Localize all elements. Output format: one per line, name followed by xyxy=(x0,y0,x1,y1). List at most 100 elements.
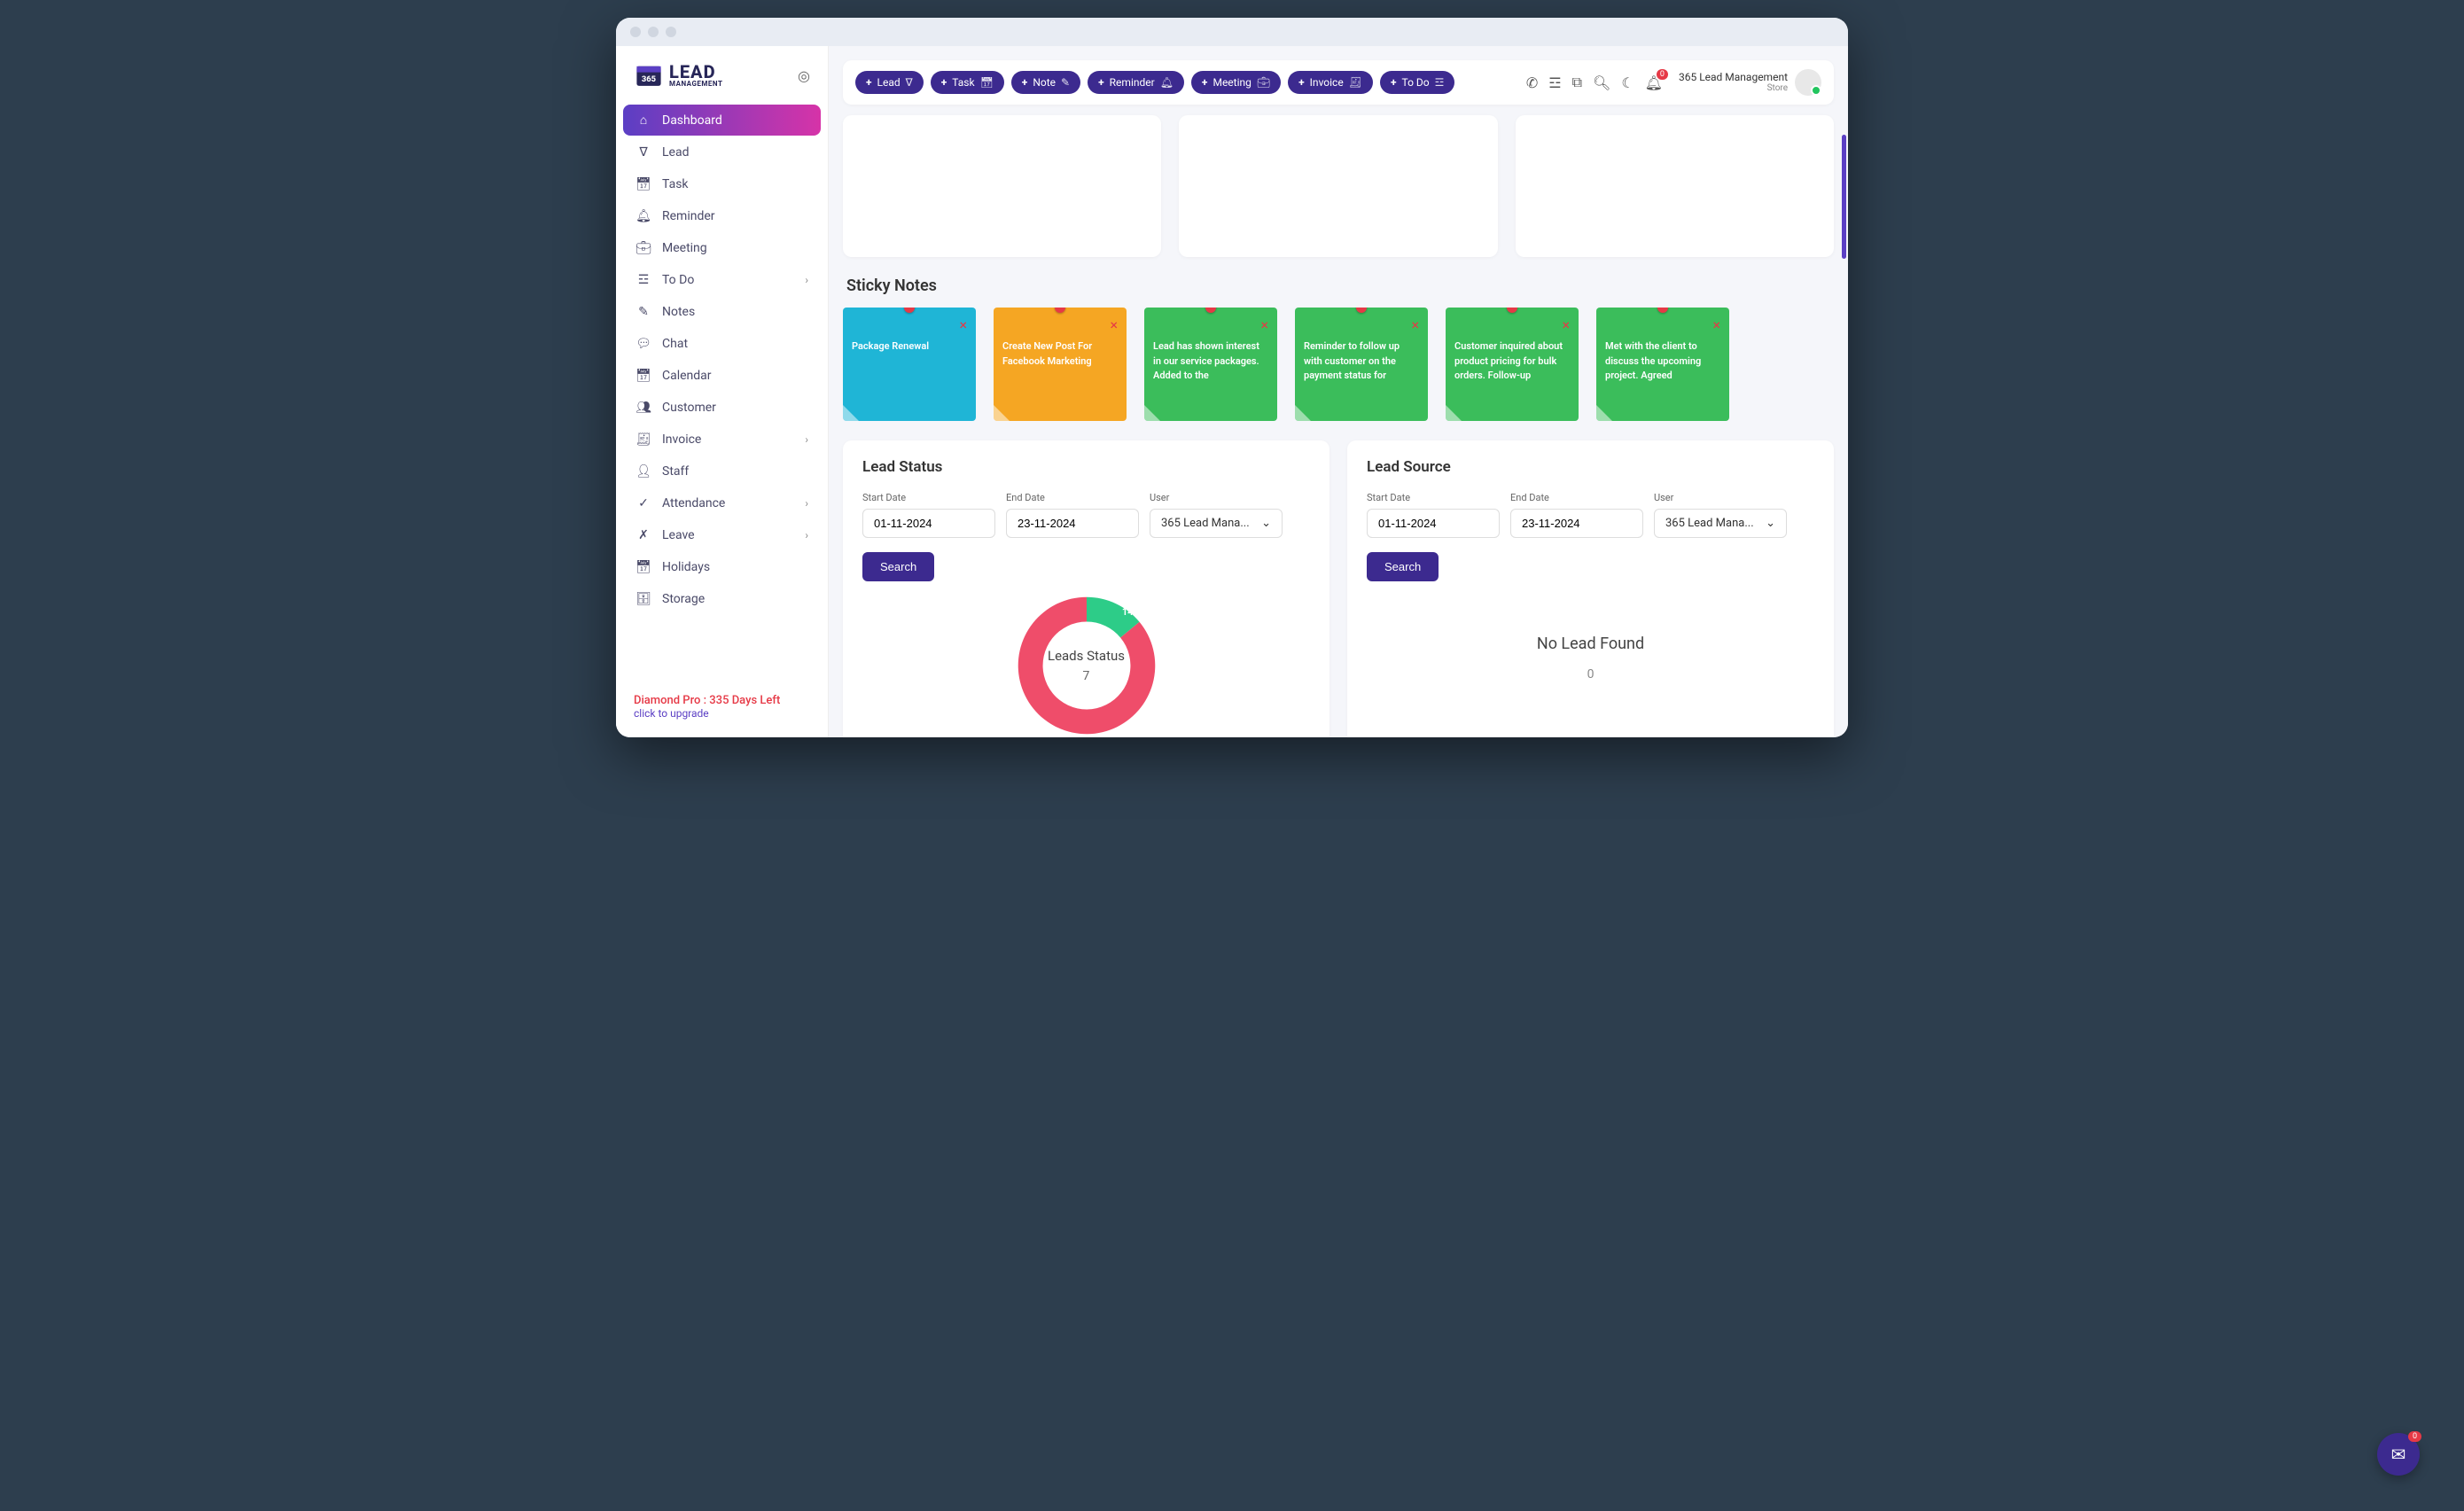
sticky-note[interactable]: ×Package Renewal xyxy=(843,308,976,421)
start-date-input[interactable] xyxy=(862,509,995,538)
logo-text: LEAD MANAGEMENT xyxy=(669,63,722,88)
chevron-down-icon: ⌄ xyxy=(1261,517,1271,530)
close-icon[interactable]: × xyxy=(959,315,967,336)
topbar: +Lead∇ +Task📅︎ +Note✎ +Reminder🔔︎ +Meeting💼︎… xyxy=(843,60,1834,105)
add-note-button[interactable]: +Note✎ xyxy=(1011,71,1080,94)
sidebar-item-label: Reminder xyxy=(662,209,715,223)
checklist-icon: ☲ xyxy=(635,273,651,287)
search-icon[interactable]: 🔍︎ xyxy=(1593,74,1610,91)
close-icon[interactable]: × xyxy=(1110,315,1118,336)
sticky-text: Customer inquired about product pricing … xyxy=(1454,339,1570,384)
close-icon[interactable]: × xyxy=(1411,315,1419,336)
chat-fab[interactable]: ✉ 0 xyxy=(2377,1433,2420,1476)
plus-icon: + xyxy=(866,76,872,89)
sticky-note[interactable]: × Reminder to follow up with customer on … xyxy=(1295,308,1428,421)
sidebar-item-staff[interactable]: 👤︎Staff xyxy=(623,456,821,487)
end-date-label: End Date xyxy=(1006,492,1139,503)
sticky-note[interactable]: × Create New Post For Facebook Marketing xyxy=(994,308,1127,421)
copy-icon[interactable]: ⧉ xyxy=(1572,74,1582,91)
pin-icon xyxy=(1205,308,1216,313)
panel-title: Lead Source xyxy=(1367,458,1814,476)
user-select-value: 365 Lead Mana... xyxy=(1161,517,1250,530)
user-block[interactable]: 365 Lead Management Store xyxy=(1679,69,1821,96)
calendar-icon: 📅︎ xyxy=(635,369,651,383)
sidebar-item-holidays[interactable]: 📅︎Holidays xyxy=(623,552,821,582)
plus-icon: + xyxy=(1098,76,1104,89)
add-to-do-button[interactable]: +To Do☲ xyxy=(1380,71,1454,94)
sidebar-item-invoice[interactable]: 🧾︎Invoice› xyxy=(623,424,821,455)
start-date-label: Start Date xyxy=(1367,492,1500,503)
collapse-icon[interactable]: ◎ xyxy=(798,67,810,84)
donut-chart: Leads Status 7 14% xyxy=(862,590,1310,737)
bell-icon[interactable]: 🔔︎0 xyxy=(1645,74,1663,91)
sidebar-item-dashboard[interactable]: ⌂Dashboard xyxy=(623,105,821,136)
sidebar-item-storage[interactable]: 🗄︎Storage xyxy=(623,584,821,614)
add-task-button[interactable]: +Task📅︎ xyxy=(931,71,1004,94)
pin-icon xyxy=(904,308,915,313)
content: Sticky Notes ×Package Renewal×Create New… xyxy=(829,105,1848,737)
add-meeting-button[interactable]: +Meeting💼︎ xyxy=(1191,71,1281,94)
logo[interactable]: 365 LEAD MANAGEMENT xyxy=(634,60,722,90)
fold-icon xyxy=(1596,405,1612,421)
search-button[interactable]: Search xyxy=(1367,552,1439,581)
user-select[interactable]: 365 Lead Mana... ⌄ xyxy=(1150,509,1283,538)
sidebar-item-task[interactable]: 📅︎Task xyxy=(623,169,821,199)
sidebar-item-label: Invoice xyxy=(662,432,701,447)
add-invoice-button[interactable]: +Invoice🧾︎ xyxy=(1288,71,1373,94)
checklist-icon[interactable]: ☲ xyxy=(1548,74,1561,91)
nav-list: ⌂Dashboard∇Lead📅︎Task 🔔︎ Reminder 💼︎Meeting… xyxy=(623,105,821,614)
start-date-input[interactable] xyxy=(1367,509,1500,538)
user-name: 365 Lead Management xyxy=(1679,72,1788,83)
topbar-icons: ✆ ☲ ⧉ 🔍︎ ☾ 🔔︎0 xyxy=(1526,74,1663,91)
sticky-text: Lead has shown interest in our service p… xyxy=(1153,339,1268,384)
sidebar-item-to-do[interactable]: ☲To Do› xyxy=(623,265,821,295)
sidebar-item-leave[interactable]: ✗Leave› xyxy=(623,520,821,550)
search-button[interactable]: Search xyxy=(862,552,934,581)
end-date-input[interactable] xyxy=(1510,509,1643,538)
logo-icon: 365 xyxy=(634,60,664,90)
checklist-icon: ☲ xyxy=(1435,76,1445,89)
upgrade-link[interactable]: click to upgrade xyxy=(634,707,810,720)
scrollbar-thumb[interactable] xyxy=(1842,135,1846,259)
main: +Lead∇ +Task📅︎ +Note✎ +Reminder🔔︎ +Meeting💼︎… xyxy=(829,46,1848,737)
pill-label: Meeting xyxy=(1213,76,1251,89)
sidebar: 365 LEAD MANAGEMENT ◎ ⌂Dashboard∇Lead📅︎T… xyxy=(616,46,829,737)
donut-center: Leads Status 7 xyxy=(1048,648,1125,683)
sidebar-item-reminder[interactable]: 🔔︎ Reminder xyxy=(623,201,821,231)
app-shell: 365 LEAD MANAGEMENT ◎ ⌂Dashboard∇Lead📅︎T… xyxy=(616,46,1848,737)
sidebar-item-calendar[interactable]: 📅︎Calendar xyxy=(623,361,821,391)
phone-icon[interactable]: ✆ xyxy=(1526,74,1538,91)
sticky-text: Reminder to follow up with customer on t… xyxy=(1304,339,1419,384)
fold-icon xyxy=(994,405,1010,421)
sticky-text: Create New Post For Facebook Marketing xyxy=(1002,339,1118,369)
chevron-right-icon: › xyxy=(805,497,808,510)
moon-icon[interactable]: ☾ xyxy=(1621,74,1634,91)
sidebar-item-label: Chat xyxy=(662,337,688,351)
add-reminder-button[interactable]: +Reminder🔔︎ xyxy=(1088,71,1184,94)
sidebar-item-customer[interactable]: 👥︎ Customer xyxy=(623,393,821,423)
close-icon[interactable]: × xyxy=(1562,315,1570,336)
action-pills: +Lead∇ +Task📅︎ +Note✎ +Reminder🔔︎ +Meeting💼︎… xyxy=(855,71,1454,94)
close-icon[interactable]: × xyxy=(1712,315,1720,336)
bell-icon: 🔔︎ xyxy=(635,209,651,223)
users-icon: 👥︎ xyxy=(635,401,651,415)
add-lead-button[interactable]: +Lead∇ xyxy=(855,71,924,94)
calendar-icon: 📅︎ xyxy=(635,177,651,191)
sidebar-item-label: Notes xyxy=(662,305,695,319)
sidebar-item-meeting[interactable]: 💼︎Meeting xyxy=(623,233,821,263)
panels-row: Lead Status Start Date End Date xyxy=(843,440,1834,737)
end-date-input[interactable] xyxy=(1006,509,1139,538)
user-select[interactable]: 365 Lead Mana... ⌄ xyxy=(1654,509,1787,538)
close-icon[interactable]: × xyxy=(1260,315,1268,336)
sidebar-item-notes[interactable]: ✎Notes xyxy=(623,297,821,327)
sticky-text: Met with the client to discuss the upcom… xyxy=(1605,339,1720,384)
avatar[interactable] xyxy=(1795,69,1821,96)
sticky-note[interactable]: × Lead has shown interest in our service … xyxy=(1144,308,1277,421)
sidebar-item-lead[interactable]: ∇Lead xyxy=(623,137,821,167)
sidebar-item-attendance[interactable]: ✓Attendance› xyxy=(623,488,821,518)
sidebar-item-label: Customer xyxy=(662,401,716,415)
storage-icon: 🗄︎ xyxy=(635,592,651,606)
sidebar-item-chat[interactable]: 💬︎Chat xyxy=(623,329,821,359)
sticky-note[interactable]: × Customer inquired about product pricing… xyxy=(1446,308,1579,421)
sticky-note[interactable]: × Met with the client to discuss the upco… xyxy=(1596,308,1729,421)
